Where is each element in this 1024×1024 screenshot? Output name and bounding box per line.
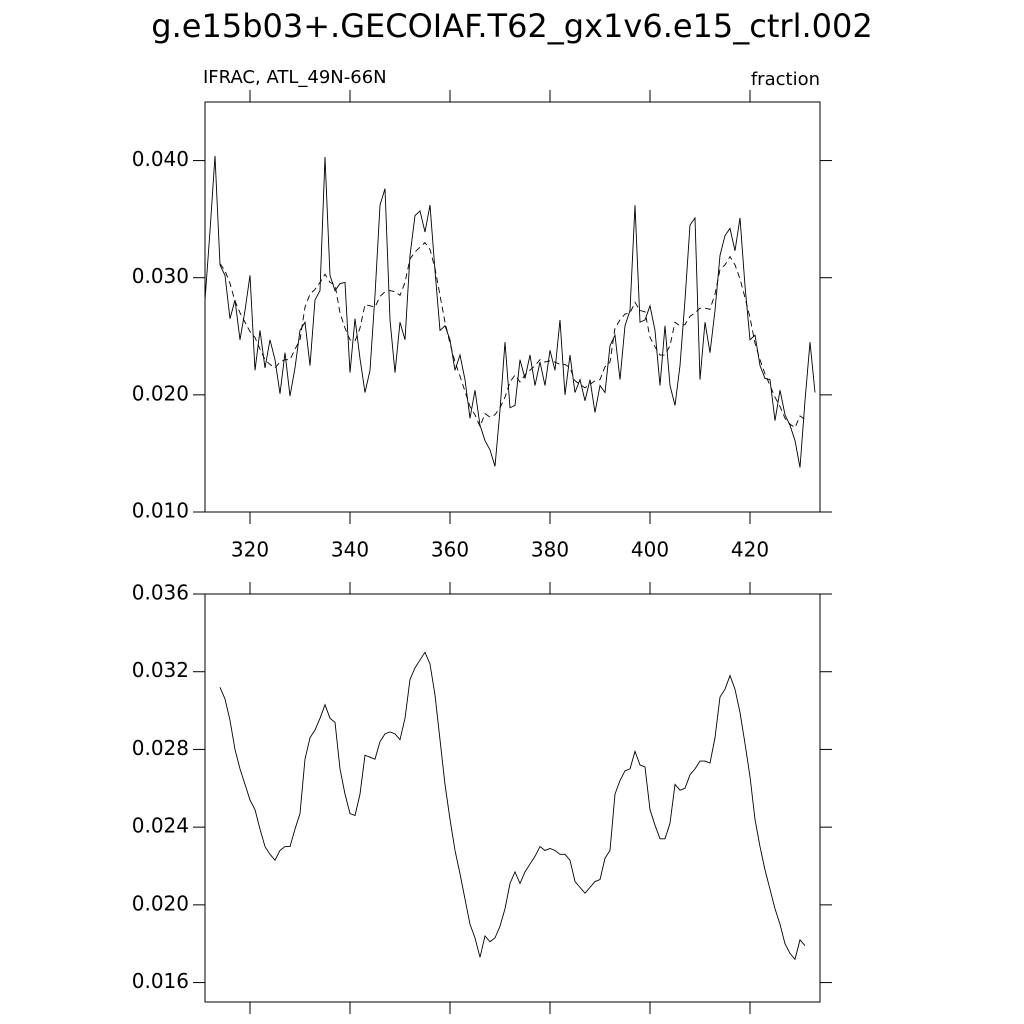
x-tick-label: 320 <box>231 538 269 562</box>
y-tick-label: 0.016 <box>132 969 189 993</box>
plot-frame <box>204 101 821 513</box>
y-tick-label: 0.028 <box>132 736 189 760</box>
subtitle-right: fraction <box>751 69 820 90</box>
y-tick-label: 0.020 <box>132 891 189 915</box>
y-tick-label: 0.036 <box>132 581 189 605</box>
subtitle-left: IFRAC, ATL_49N-66N <box>203 67 387 88</box>
figure-title: g.e15b03+.GECOIAF.T62_gx1v6.e15_ctrl.002 <box>151 7 872 45</box>
x-tick-label: 380 <box>531 538 569 562</box>
y-tick-label: 0.024 <box>132 814 189 838</box>
y-tick-label: 0.030 <box>132 264 189 288</box>
y-tick-label: 0.040 <box>132 147 189 171</box>
y-tick-label: 0.032 <box>132 658 189 682</box>
data-line <box>219 651 806 961</box>
x-tick-label: 340 <box>331 538 369 562</box>
y-tick-label: 0.020 <box>132 381 189 405</box>
x-tick-label: 360 <box>431 538 469 562</box>
data-line <box>204 155 816 468</box>
x-tick-label: 420 <box>731 538 769 562</box>
smoothed-line <box>219 241 806 429</box>
x-tick-label: 400 <box>631 538 669 562</box>
y-tick-label: 0.010 <box>132 499 189 523</box>
plot-frame <box>204 593 821 1003</box>
